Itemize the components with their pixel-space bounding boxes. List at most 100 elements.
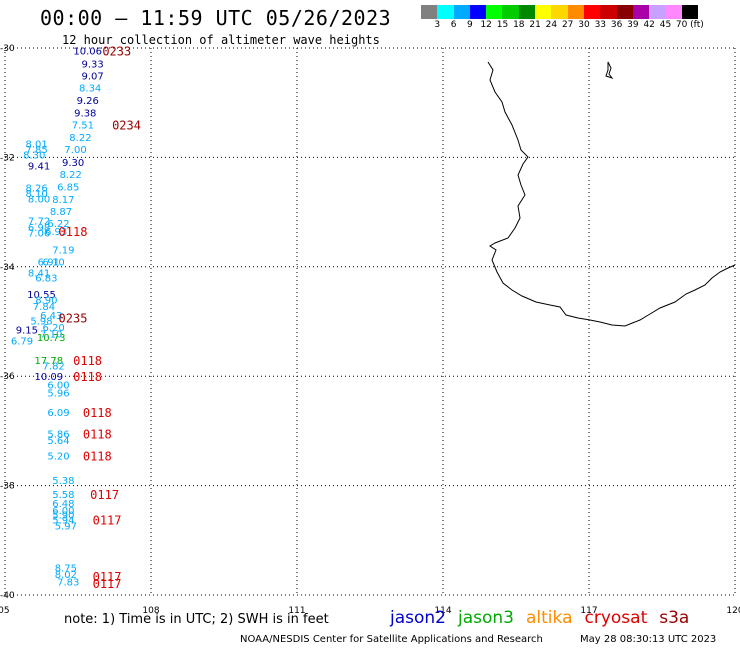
wave-height-label: 9.15: [16, 326, 38, 337]
colorbar-label: 70 (ft): [675, 20, 704, 30]
map-grid: [4, 47, 736, 596]
longitude-tick-label: 108: [142, 606, 159, 616]
colorbar-swatch: [649, 5, 666, 19]
wave-height-label: 8.26: [26, 183, 48, 194]
colorbar-label: 30: [578, 20, 590, 30]
latitude-tick-label: -32: [0, 153, 15, 163]
wave-height-label: 7.06: [28, 228, 50, 239]
wave-height-label: 17.78: [34, 356, 63, 367]
wave-height-label: 8.10: [26, 189, 48, 200]
latitude-tick-label: -30: [0, 44, 15, 54]
longitude-tick-label: 120: [726, 606, 740, 616]
wave-height-label: 8.22: [60, 170, 82, 181]
pass-time-label: 0118: [73, 370, 102, 384]
wave-height-label: 5.64: [47, 436, 69, 447]
wave-height-colorbar: [421, 5, 699, 19]
wave-height-label: 6.00: [52, 506, 74, 517]
wave-height-label: 10.06: [73, 47, 102, 58]
colorbar-labels: 3 6 9 12 15 18 21 24 27 30 33 36 39 42 45 70 (ft): [421, 20, 740, 32]
colorbar-swatch: [551, 5, 568, 19]
legend-jason3: jason3: [458, 608, 514, 628]
wave-height-label: 6.22: [47, 219, 69, 230]
colorbar-label: 3: [434, 20, 441, 30]
wave-height-label: 7.72: [28, 216, 50, 227]
colorbar-swatch: [567, 5, 584, 19]
colorbar-swatch: [535, 5, 552, 19]
footer-credit: NOAA/NESDIS Center for Satellite Applica…: [240, 634, 543, 645]
colorbar-label: 15: [496, 20, 509, 30]
wave-height-label: 7.00: [64, 145, 86, 156]
wave-height-label: 6.10: [43, 257, 65, 268]
legend-s3a: s3a: [659, 608, 690, 628]
legend-cryosat: cryosat: [584, 608, 648, 628]
footer-timestamp: May 28 08:30:13 UTC 2023: [580, 634, 717, 645]
colorbar-swatch: [469, 5, 487, 19]
wave-height-labels: 10.069.339.078.349.269.387.518.227.009.3…: [11, 47, 104, 589]
pass-time-label: 0118: [83, 450, 112, 464]
wave-height-label: 8.17: [52, 195, 74, 206]
pass-time-label: 0118: [83, 406, 112, 420]
colorbar-label: 33: [594, 20, 607, 30]
map-note: note: 1) Time is in UTC; 2) SWH is in fe…: [64, 612, 329, 627]
pass-time-label: 0118: [73, 354, 102, 368]
wave-height-label: 10.09: [34, 372, 63, 383]
map-subtitle: 12 hour collection of altimeter wave hei…: [62, 33, 380, 47]
wave-height-label: 6.09: [47, 408, 69, 419]
pass-time-label: 0234: [112, 119, 141, 133]
longitude-tick-label: 117: [580, 606, 597, 616]
wave-height-label: 5.96: [47, 389, 69, 400]
colorbar-label: 24: [545, 20, 558, 30]
wave-height-label: 6.98: [28, 223, 50, 234]
wave-height-label: 6.91: [38, 257, 60, 268]
colorbar-swatch: [616, 5, 633, 19]
australia-coastline: [487, 61, 736, 327]
colorbar-swatch: [518, 5, 536, 19]
colorbar-swatch: [502, 5, 519, 19]
wave-height-label: 7.85: [26, 145, 48, 156]
colorbar-swatch: [486, 5, 503, 19]
colorbar-label: 39: [627, 20, 639, 30]
satellite-legend: jason2 jason3 altika cryosat s3a: [390, 608, 701, 628]
wave-height-label: 6.83: [35, 274, 57, 285]
pass-time-label: 0233: [102, 45, 131, 59]
colorbar-swatch: [665, 5, 682, 19]
colorbar-label: 21: [529, 20, 541, 30]
wave-height-label: 8.87: [50, 207, 72, 218]
wave-height-label: 5.38: [52, 476, 74, 487]
colorbar-label: 18: [513, 20, 525, 30]
pass-time-label: 0118: [59, 225, 88, 239]
colorbar-label: 36: [610, 20, 623, 30]
legend-jason2: jason2: [390, 608, 446, 628]
wave-height-label: 7.84: [33, 302, 55, 313]
wave-height-label: 7.82: [43, 361, 65, 372]
wave-height-label: 8.01: [26, 140, 48, 151]
wave-height-label: 5.94: [52, 516, 74, 527]
legend-altika: altika: [526, 608, 573, 628]
colorbar-swatch: [583, 5, 601, 19]
wave-height-label: 5.90: [52, 511, 74, 522]
wave-height-label: 7.83: [57, 577, 79, 588]
wave-height-label: 8.34: [79, 83, 101, 94]
pass-time-label: 0118: [83, 428, 112, 442]
wave-height-label: 8.22: [69, 133, 91, 144]
wave-height-label: 7.19: [52, 245, 74, 256]
colorbar-swatch: [453, 5, 470, 19]
pass-time-label: 0117: [93, 514, 122, 528]
wave-height-label: 9.26: [77, 96, 99, 107]
pass-time-label: 0117: [90, 488, 119, 502]
wave-height-label: 8.90: [35, 296, 57, 307]
pass-time-label: 0235: [59, 312, 88, 326]
colorbar-label: 42: [643, 20, 655, 30]
colorbar-label: 12: [480, 20, 492, 30]
wave-height-label: 6.48: [52, 499, 74, 510]
wave-height-label: 6.00: [47, 380, 69, 391]
pass-time-label: 0117: [93, 577, 122, 591]
latitude-tick-label: -34: [0, 263, 15, 273]
colorbar-label: 9: [467, 20, 473, 30]
wave-height-label: 6.93: [45, 227, 67, 238]
axis-ticks: 105 108 111 114 117 120 -30 -32 -34 -36 -38 -40: [0, 44, 740, 616]
wave-height-label: 9.33: [81, 59, 103, 70]
latitude-tick-label: -40: [0, 591, 15, 601]
wave-height-label: 5.20: [47, 452, 69, 463]
